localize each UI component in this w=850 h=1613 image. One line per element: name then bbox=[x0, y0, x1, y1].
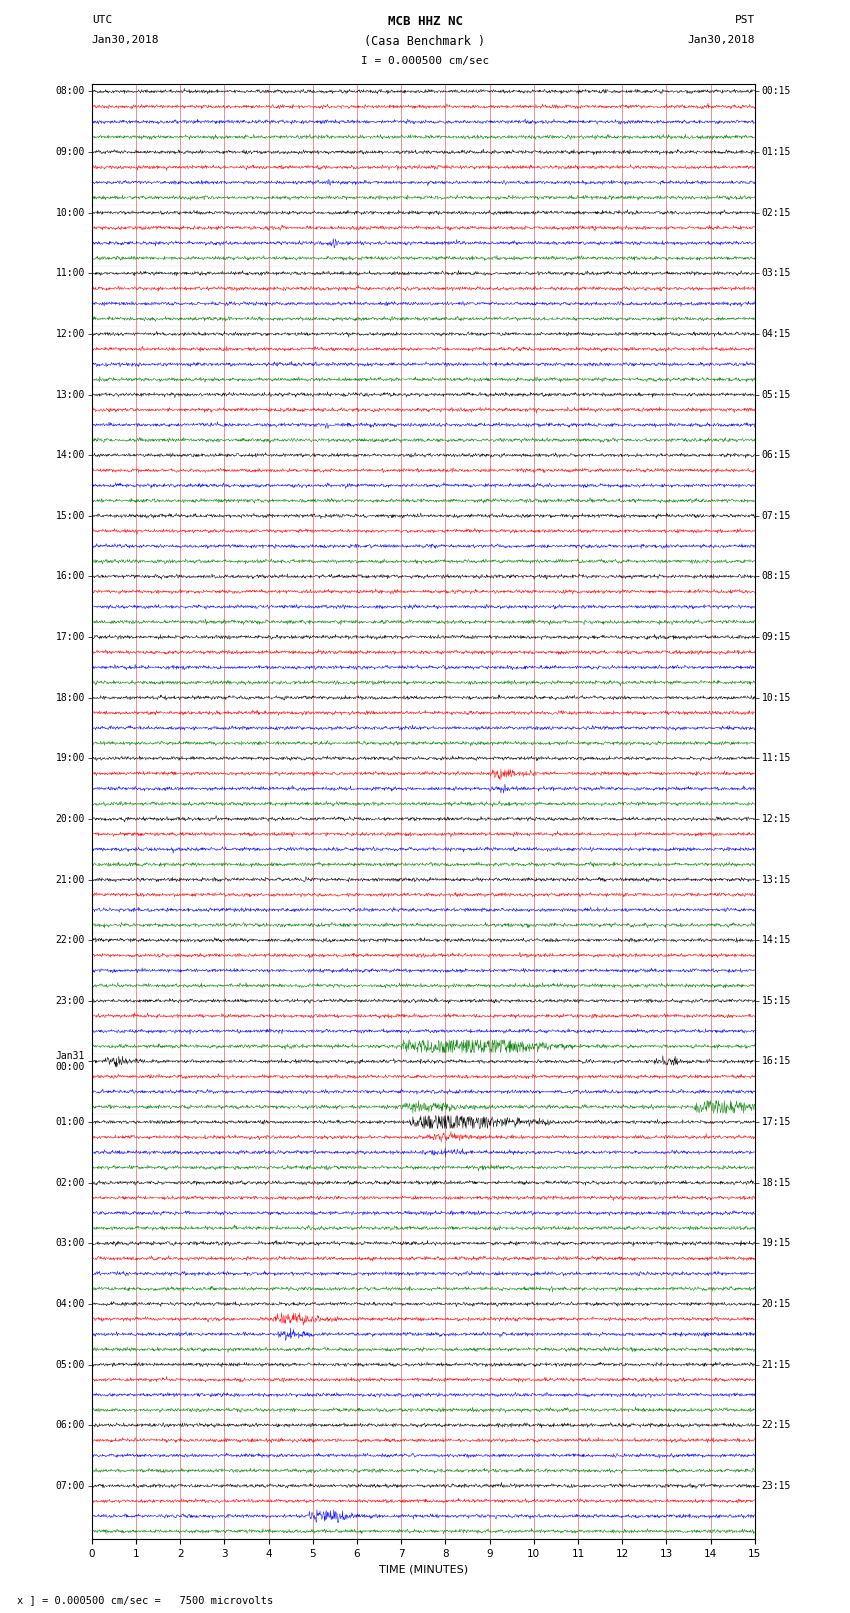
Text: Jan30,2018: Jan30,2018 bbox=[92, 35, 159, 45]
Text: PST: PST bbox=[734, 15, 755, 24]
Text: MCB HHZ NC: MCB HHZ NC bbox=[388, 15, 462, 27]
Text: x ] = 0.000500 cm/sec =   7500 microvolts: x ] = 0.000500 cm/sec = 7500 microvolts bbox=[17, 1595, 273, 1605]
X-axis label: TIME (MINUTES): TIME (MINUTES) bbox=[379, 1565, 468, 1574]
Text: (Casa Benchmark ): (Casa Benchmark ) bbox=[365, 35, 485, 48]
Text: I = 0.000500 cm/sec: I = 0.000500 cm/sec bbox=[361, 56, 489, 66]
Text: UTC: UTC bbox=[92, 15, 112, 24]
Text: Jan30,2018: Jan30,2018 bbox=[688, 35, 755, 45]
